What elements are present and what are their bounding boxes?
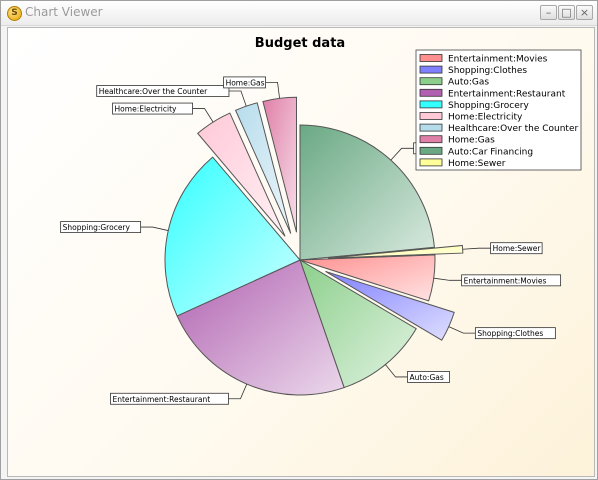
legend-swatch-entertainment-movies bbox=[419, 54, 443, 62]
pie-slice-entertainment-movies[interactable] bbox=[299, 254, 436, 302]
pie-slice-home-sewer[interactable] bbox=[327, 244, 464, 259]
label-leader-line bbox=[390, 147, 414, 161]
legend-label-auto-gas: Auto:Gas bbox=[448, 78, 489, 88]
label-leader-line bbox=[228, 90, 247, 107]
pie-slice-auto-car-financing[interactable] bbox=[299, 124, 435, 261]
legend-label-shopping-grocery: Shopping:Grocery bbox=[448, 101, 529, 111]
slice-label-box bbox=[407, 371, 450, 383]
legend-swatch-shopping-clothes bbox=[419, 65, 443, 74]
legend-label-home-electricity: Home:Electricity bbox=[448, 113, 523, 123]
slice-label-box bbox=[490, 242, 543, 255]
slice-label-box bbox=[223, 76, 266, 89]
window-title: Chart Viewer bbox=[25, 5, 103, 19]
label-leader-line bbox=[462, 247, 491, 250]
legend-frame bbox=[415, 49, 582, 171]
chart-title: Budget data bbox=[255, 36, 345, 51]
label-leader-line bbox=[140, 226, 169, 231]
slice-label: Entertainment:Restaurant bbox=[112, 395, 210, 404]
close-button[interactable]: × bbox=[576, 5, 593, 20]
slice-label: Home:Gas bbox=[226, 78, 265, 87]
label-leader-line bbox=[433, 277, 462, 281]
legend-label-auto-car-financing: Auto:Car Financing bbox=[448, 147, 533, 157]
pie-slice-home-gas[interactable] bbox=[262, 96, 297, 233]
maximize-button[interactable]: □ bbox=[558, 5, 575, 20]
slice-label-box bbox=[60, 221, 142, 233]
legend-swatch-auto-car-financing bbox=[419, 146, 443, 155]
legend-swatch-shopping-grocery bbox=[419, 100, 443, 109]
label-leader-line bbox=[192, 108, 214, 123]
slice-label: Home:Electricity bbox=[115, 105, 177, 114]
legend-swatch-home-sewer bbox=[419, 158, 443, 167]
minimize-icon: – bbox=[545, 6, 552, 19]
legend-swatch-healthcare-over-the-counter bbox=[419, 123, 443, 132]
legend-label-home-gas: Home:Gas bbox=[448, 136, 495, 146]
legend-label-entertainment-restaurant: Entertainment:Restaurant bbox=[448, 89, 566, 99]
slice-label-box bbox=[110, 392, 229, 405]
slice-label: Healthcare:Over the Counter bbox=[99, 87, 208, 96]
app-icon: S bbox=[7, 6, 22, 21]
slice-label-box bbox=[112, 102, 193, 115]
label-leader-line bbox=[385, 364, 408, 378]
slice-label: Shopping:Clothes bbox=[477, 329, 543, 338]
slice-label: Auto:Gas bbox=[410, 373, 444, 382]
slice-label: Shopping:Grocery bbox=[63, 223, 131, 232]
minimize-button[interactable]: – bbox=[540, 5, 557, 20]
close-icon: × bbox=[579, 6, 590, 19]
pie-slice-home-electricity[interactable] bbox=[197, 112, 286, 237]
legend-label-shopping-clothes: Shopping:Clothes bbox=[448, 66, 527, 76]
pie-slice-shopping-grocery[interactable] bbox=[164, 156, 301, 317]
legend-swatch-home-electricity bbox=[419, 112, 443, 120]
legend-swatch-auto-gas bbox=[419, 77, 443, 86]
title-bar[interactable]: S Chart Viewer – □ × bbox=[1, 1, 597, 26]
slice-label-box bbox=[474, 327, 556, 340]
pie-slice-entertainment-restaurant[interactable] bbox=[176, 259, 345, 396]
slice-label-box bbox=[96, 85, 230, 97]
legend-label-entertainment-movies: Entertainment:Movies bbox=[448, 55, 548, 65]
label-leader-line bbox=[265, 82, 280, 99]
slice-label: Home:Sewer bbox=[493, 244, 542, 253]
slice-label: Entertainment:Movies bbox=[464, 276, 547, 285]
slice-label-box bbox=[461, 274, 562, 287]
legend-label-home-sewer: Home:Sewer bbox=[448, 159, 506, 169]
chart-area: Budget data Auto:Car Financing Home:Sewer… bbox=[7, 27, 595, 477]
maximize-icon: □ bbox=[561, 6, 572, 19]
legend-label-healthcare-over-the-counter: Healthcare:Over the Counter bbox=[448, 124, 578, 134]
pie-chart: Budget data Auto:Car Financing Home:Sewer… bbox=[60, 36, 582, 405]
label-leader-line bbox=[448, 326, 476, 334]
label-leader-line bbox=[228, 383, 248, 400]
legend-swatch-home-gas bbox=[419, 135, 443, 144]
legend-swatch-entertainment-restaurant bbox=[419, 88, 443, 97]
